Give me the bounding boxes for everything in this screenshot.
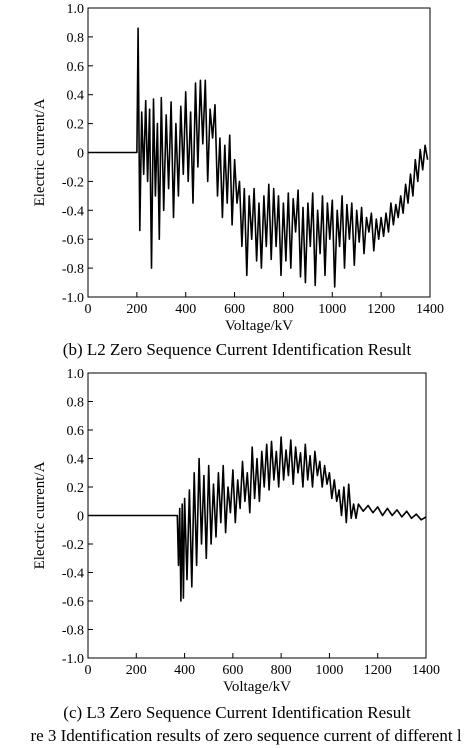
y-tick-label: -0.4: [62, 204, 84, 219]
chart-l3-svg: 0 200 400 600 800 1000 1200 1400 1.0 0.8 0.6 0.4 0.2…: [32, 367, 440, 695]
x-tick-label: 1400: [416, 302, 444, 317]
x-tick-label: 0: [85, 302, 92, 317]
x-tick-label: 0: [85, 663, 92, 678]
y-tick-label: 0: [77, 147, 84, 162]
y-tick-label: 0.4: [67, 453, 85, 468]
x-tick-label: 1200: [364, 663, 392, 678]
y-tick-label: 0.6: [67, 424, 85, 439]
x-axis-title: Voltage/kV: [225, 318, 293, 334]
y-tick-label: 0.4: [67, 89, 85, 104]
series-line: [88, 27, 429, 288]
y-tick-label: 0: [77, 510, 84, 525]
x-tick-label: 800: [273, 302, 294, 317]
x-tick-label: 1000: [318, 302, 346, 317]
y-tick-label: -0.2: [62, 538, 84, 553]
chart-caption-l3: (c) L3 Zero Sequence Current Identificat…: [63, 703, 411, 722]
y-tick-label: -0.8: [62, 624, 84, 639]
series-line: [88, 436, 427, 602]
y-axis-title: Electric current/A: [32, 98, 48, 206]
x-tick-label: 600: [224, 302, 245, 317]
x-tick-label: 400: [174, 663, 195, 678]
y-tick-label: 1.0: [67, 2, 85, 17]
chart-panel-l2: 0 200 400 600 800 1000 1200 1400 1.0 0.8 0.6 0.4 0.2…: [0, 0, 474, 365]
x-tick-label: 1000: [315, 663, 343, 678]
y-tick-label: 0.6: [67, 60, 85, 75]
y-axis-title: Electric current/A: [32, 461, 48, 569]
x-tick-label: 200: [126, 663, 147, 678]
y-tick-label: -0.6: [62, 233, 84, 248]
y-tick-label: -0.2: [62, 175, 84, 190]
y-tick-label: -1.0: [62, 291, 84, 306]
y-tick-label: 0.8: [67, 31, 85, 46]
x-tick-label: 600: [222, 663, 243, 678]
y-tick-label: 1.0: [67, 367, 85, 382]
chart-l2-svg: 0 200 400 600 800 1000 1200 1400 1.0 0.8 0.6 0.4 0.2…: [32, 2, 444, 334]
y-tick-label: 0.2: [67, 118, 85, 133]
y-tick-label: -0.6: [62, 595, 84, 610]
x-tick-label: 1200: [367, 302, 395, 317]
x-tick-label: 400: [175, 302, 196, 317]
chart-caption-l2: (b) L2 Zero Sequence Current Identificat…: [62, 340, 412, 359]
y-tick-label: -1.0: [62, 652, 84, 667]
y-tick-label: -0.4: [62, 567, 84, 582]
x-axis-title: Voltage/kV: [223, 679, 291, 695]
y-tick-label: 0.8: [67, 396, 85, 411]
y-tick-label: 0.2: [67, 481, 85, 496]
figure-caption: re 3 Identification results of zero sequ…: [30, 726, 462, 745]
x-tick-label: 800: [271, 663, 292, 678]
chart-panel-l3: 0 200 400 600 800 1000 1200 1400 1.0 0.8 0.6 0.4 0.2…: [0, 365, 474, 725]
y-tick-label: -0.8: [62, 262, 84, 277]
x-tick-label: 200: [126, 302, 147, 317]
x-tick-label: 1400: [412, 663, 440, 678]
